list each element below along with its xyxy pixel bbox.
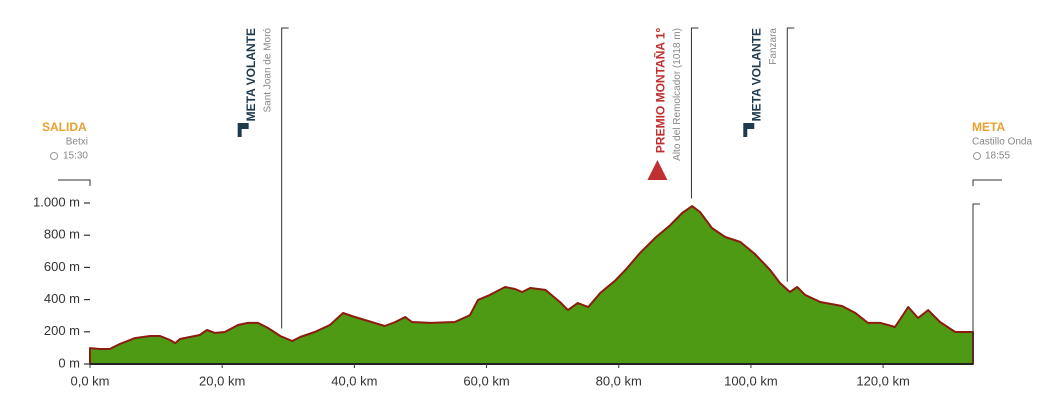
annotation-place: Alto del Remolcador (1018 m)	[672, 28, 683, 161]
annotation-label: PREMIO MONTAÑA 1º	[653, 27, 668, 153]
y-tick-label: 0 m	[58, 355, 80, 370]
marker-line	[972, 179, 1002, 186]
x-tick-label: 60,0 km	[463, 373, 509, 388]
marker-line	[690, 27, 699, 199]
y-tick-label: 400 m	[44, 291, 80, 306]
annotation-label: SALIDA	[42, 120, 87, 134]
annotation-time: 15:30	[63, 151, 88, 162]
annotation-place: Fanzara	[768, 28, 779, 65]
annotation-place: Betxi	[66, 137, 88, 148]
marker-line	[58, 179, 91, 186]
annotation-place: Castillo Onda	[972, 137, 1032, 148]
y-tick-label: 800 m	[44, 227, 80, 242]
y-tick-label: 200 m	[44, 323, 80, 338]
annotation-label: META VOLANTE	[749, 28, 763, 121]
annotation-time: 18:55	[985, 151, 1010, 162]
x-tick-label: 80,0 km	[596, 373, 642, 388]
marker-line	[786, 27, 795, 282]
annotation-label: META VOLANTE	[244, 28, 258, 121]
x-tick-label: 20,0 km	[199, 373, 245, 388]
clock-icon	[50, 152, 58, 160]
x-tick-label: 100,0 km	[724, 373, 777, 388]
profile-area	[89, 205, 974, 365]
flag-icon	[743, 123, 755, 137]
marker-line	[972, 203, 980, 364]
x-tick-label: 120,0 km	[856, 373, 909, 388]
y-tick-label: 1.000 m	[33, 194, 80, 209]
climb-icon	[647, 160, 668, 180]
x-tick-label: 0,0 km	[70, 373, 109, 388]
annotation-label: META	[972, 120, 1005, 134]
flag-icon	[237, 123, 249, 137]
marker-line	[281, 27, 289, 329]
annotation-place: Sant Joan de Moró	[262, 28, 273, 113]
clock-icon	[973, 152, 981, 160]
x-tick-label: 40,0 km	[331, 373, 377, 388]
y-tick-label: 600 m	[44, 259, 80, 274]
